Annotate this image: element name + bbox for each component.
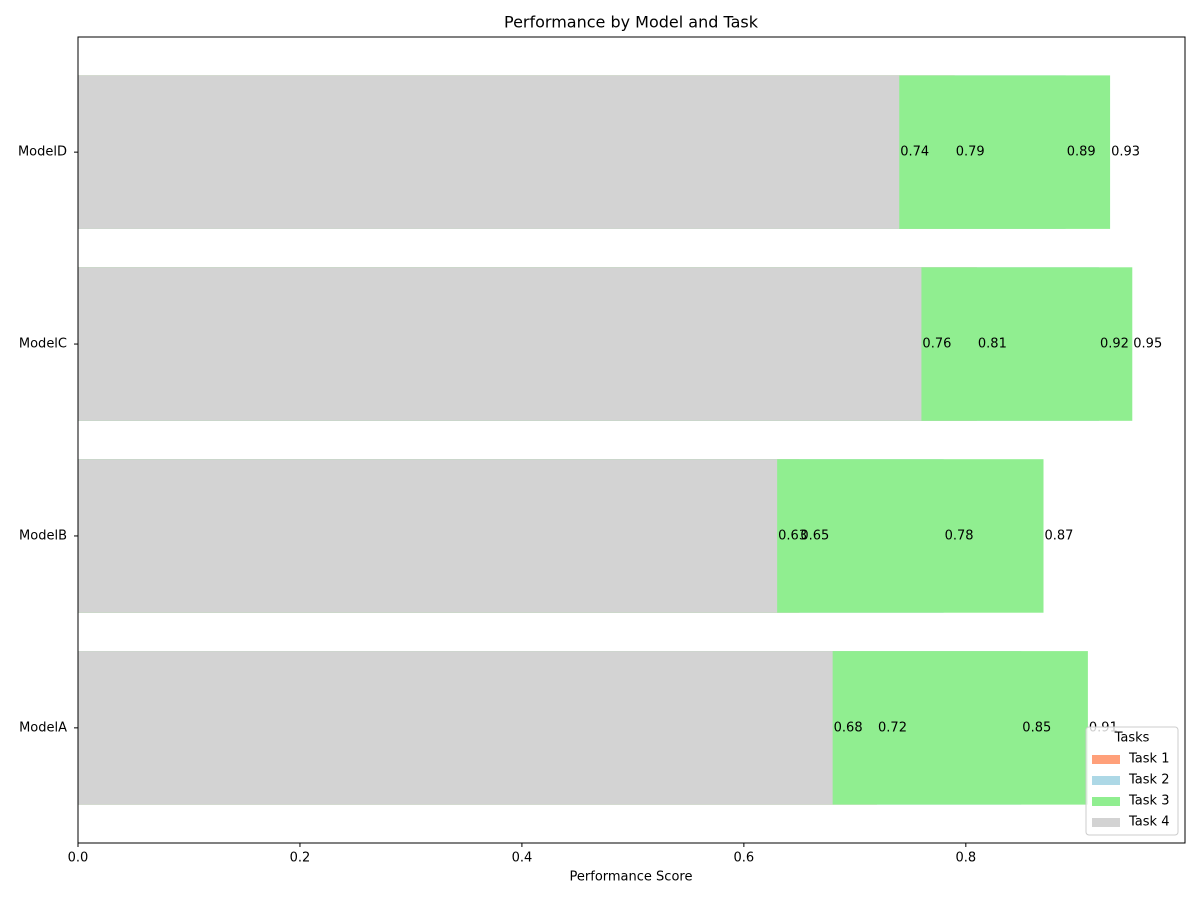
value-label: 0.72 — [878, 720, 907, 735]
x-tick-label: 0.6 — [734, 851, 755, 866]
value-label: 0.63 — [778, 528, 807, 543]
legend-label: Task 3 — [1128, 794, 1169, 809]
legend-label: Task 1 — [1128, 752, 1169, 767]
y-tick-label: ModelB — [19, 528, 67, 543]
y-tick-label: ModelA — [19, 720, 67, 735]
legend-swatch — [1092, 776, 1120, 785]
x-tick-label: 0.0 — [68, 851, 89, 866]
legend-label: Task 4 — [1128, 815, 1169, 830]
value-label: 0.87 — [1045, 528, 1074, 543]
legend-label: Task 2 — [1128, 773, 1169, 788]
value-label: 0.76 — [922, 337, 951, 352]
legend-swatch — [1092, 818, 1120, 827]
x-axis-label: Performance Score — [570, 870, 693, 885]
legend-box — [1085, 726, 1179, 836]
value-label: 0.78 — [945, 528, 974, 543]
chart-title: Performance by Model and Task — [504, 13, 759, 32]
value-label: 0.79 — [956, 145, 985, 160]
y-tick-label: ModelC — [19, 337, 67, 352]
legend-swatch — [1092, 755, 1120, 764]
bar — [78, 75, 900, 229]
x-tick-label: 0.2 — [290, 851, 311, 866]
value-label: 0.92 — [1100, 337, 1129, 352]
bar — [78, 459, 778, 613]
bar — [78, 651, 833, 805]
legend-title: Tasks — [1114, 731, 1150, 746]
value-label: 0.85 — [1022, 720, 1051, 735]
value-label: 0.65 — [800, 528, 829, 543]
x-tick-label: 0.4 — [512, 851, 533, 866]
value-label: 0.95 — [1133, 337, 1162, 352]
value-label: 0.81 — [978, 337, 1007, 352]
y-tick-label: ModelD — [18, 145, 67, 160]
value-label: 0.68 — [834, 720, 863, 735]
value-label: 0.89 — [1067, 145, 1096, 160]
bar — [78, 267, 922, 421]
value-label: 0.74 — [900, 145, 929, 160]
value-label: 0.93 — [1111, 145, 1140, 160]
x-tick-label: 0.8 — [955, 851, 976, 866]
plot-frame — [77, 36, 1186, 844]
legend-swatch — [1092, 797, 1120, 806]
